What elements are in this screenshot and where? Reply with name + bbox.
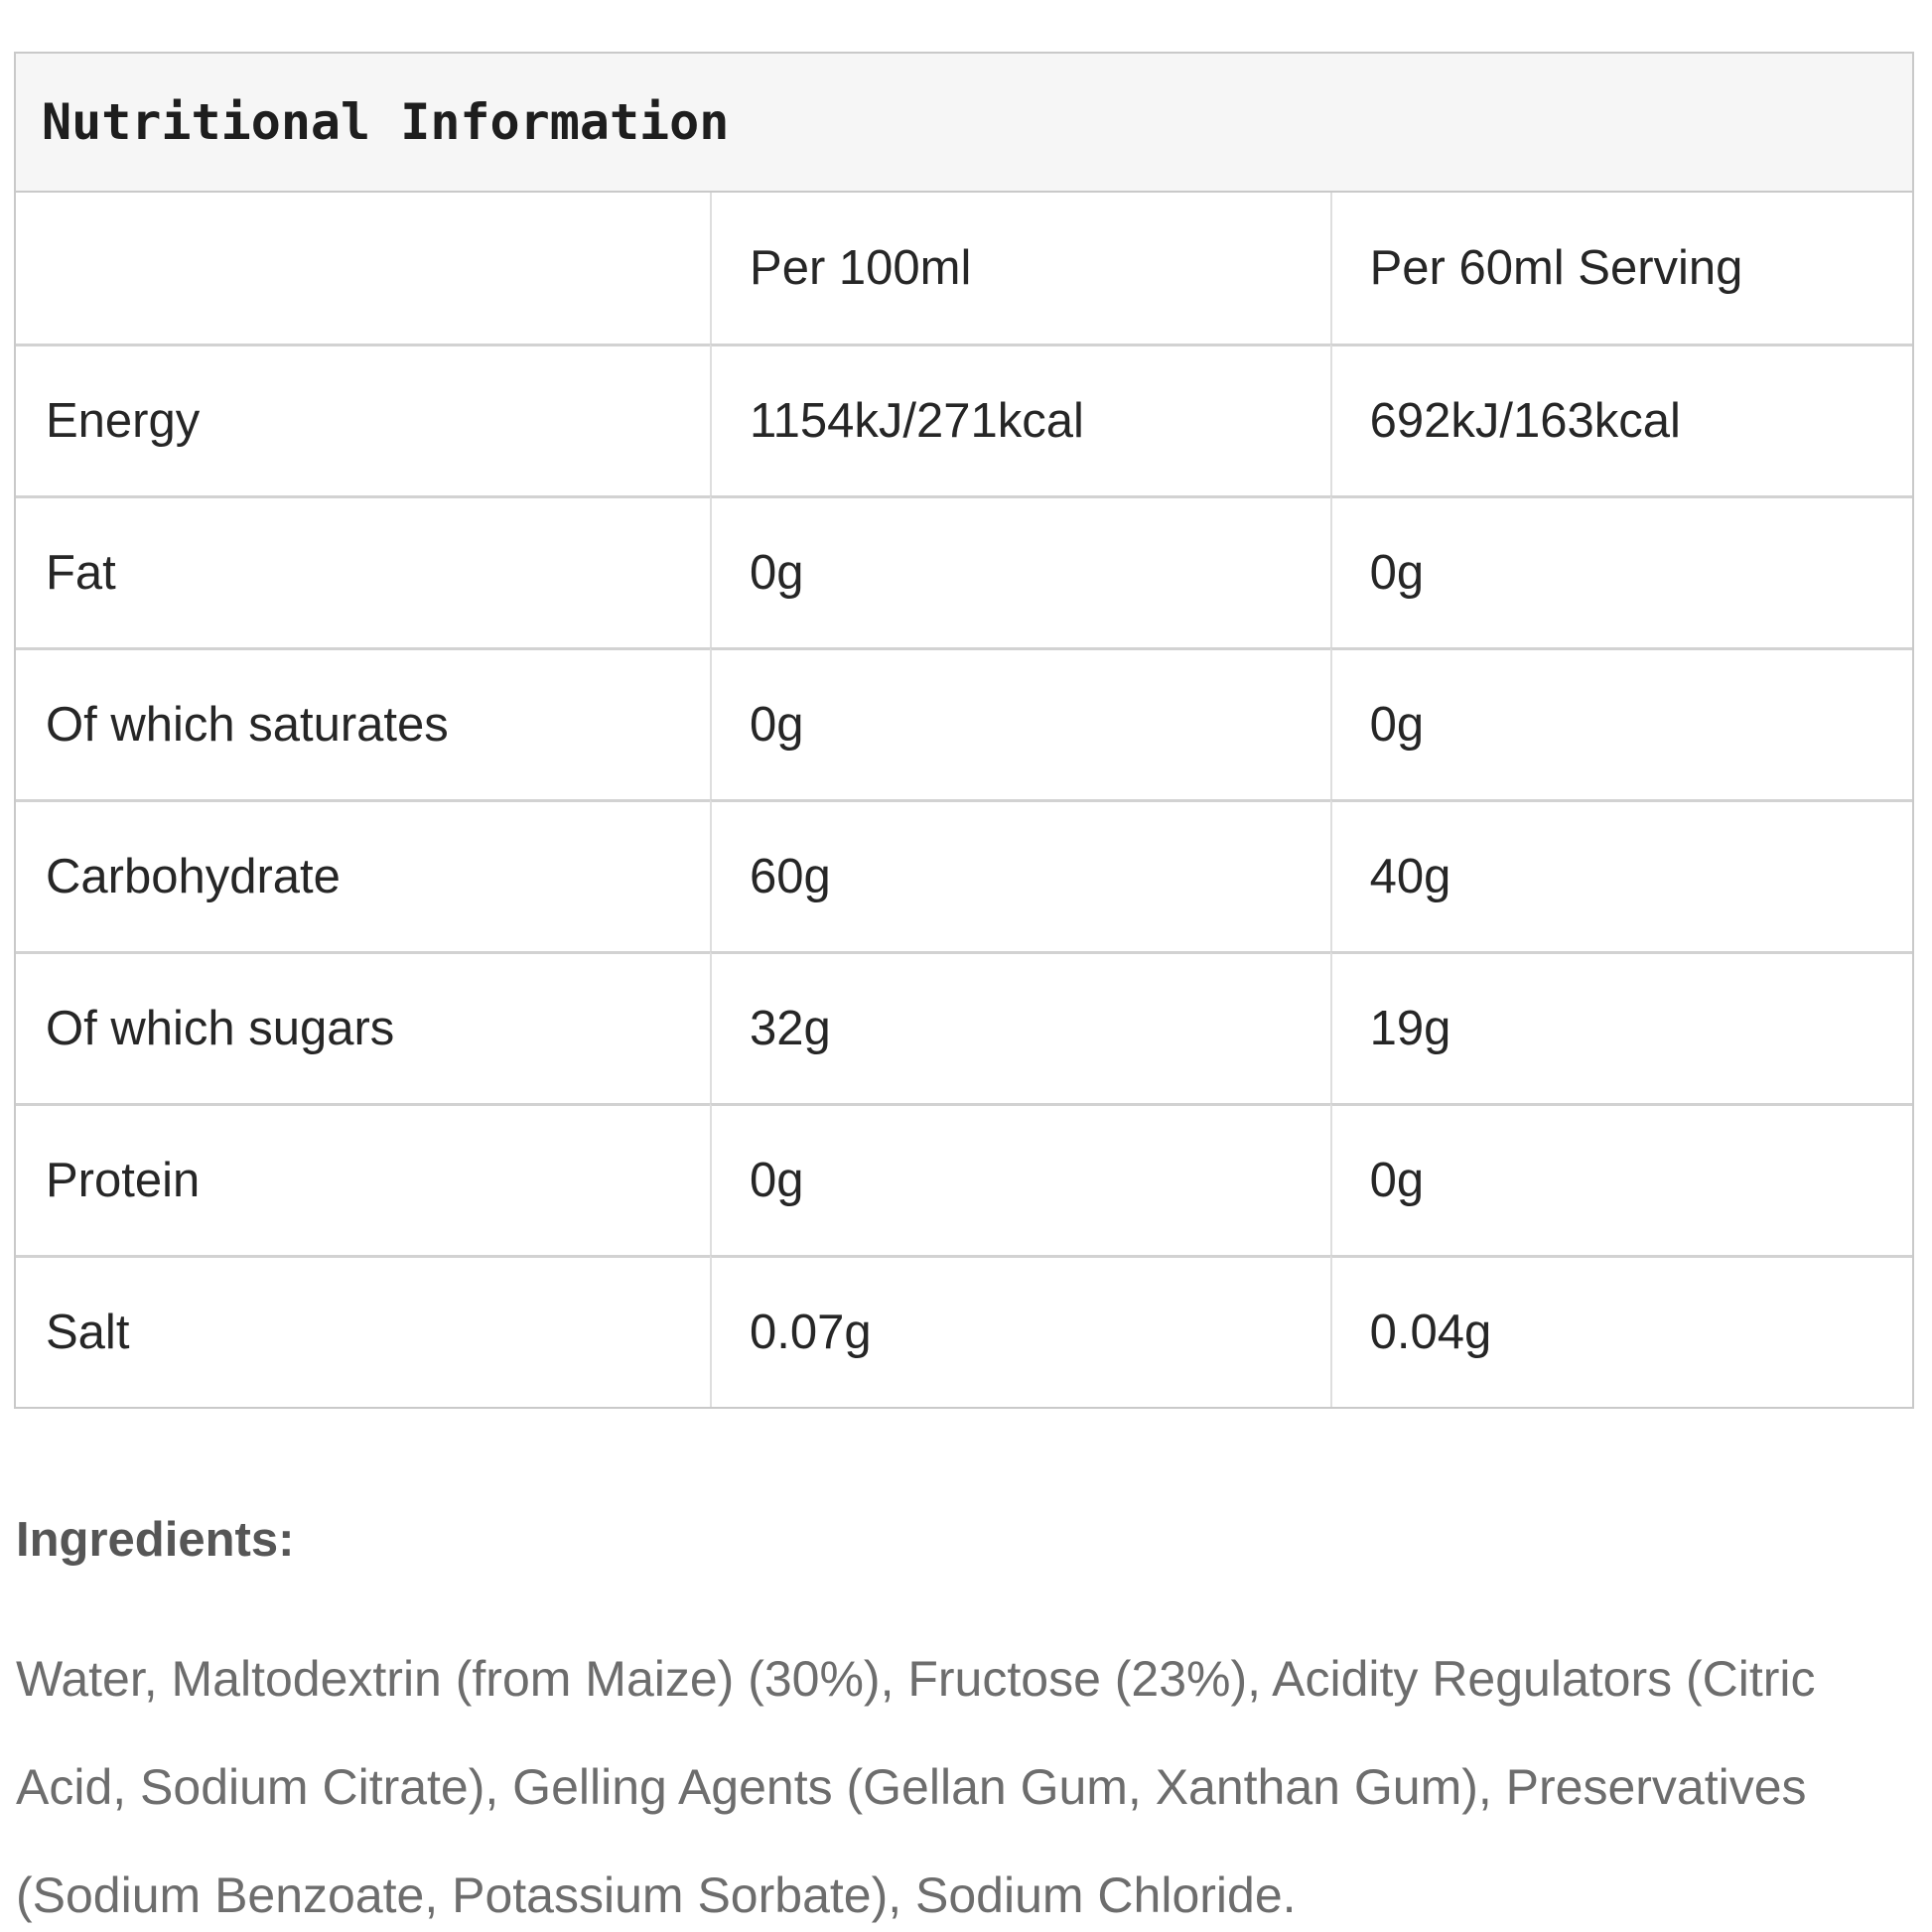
nutrition-panel-title: Nutritional Information <box>16 54 1912 193</box>
value-per-100ml: 0g <box>710 1103 1330 1255</box>
row-label: Fat <box>16 495 711 647</box>
value-per-100ml: 0g <box>710 647 1330 799</box>
row-label: Salt <box>16 1255 711 1407</box>
value-per-100ml: 0.07g <box>710 1255 1330 1407</box>
value-per-serving: 0g <box>1329 1103 1912 1255</box>
value-per-100ml: 1154kJ/271kcal <box>710 344 1330 495</box>
value-per-serving: 0g <box>1329 495 1912 647</box>
nutrition-panel: Nutritional Information Per 100ml Per 60… <box>14 52 1914 1409</box>
row-label: Of which sugars <box>16 951 711 1103</box>
ingredients-heading: Ingredients: <box>16 1513 295 1567</box>
row-label: Protein <box>16 1103 711 1255</box>
value-per-100ml: 0g <box>710 495 1330 647</box>
value-per-serving: 0g <box>1329 647 1912 799</box>
value-per-serving: 19g <box>1329 951 1912 1103</box>
value-per-serving: 40g <box>1329 799 1912 951</box>
row-label: Of which saturates <box>16 647 711 799</box>
column-header-per-100ml: Per 100ml <box>710 193 1330 344</box>
row-label: Carbohydrate <box>16 799 711 951</box>
value-per-100ml: 32g <box>710 951 1330 1103</box>
column-header-per-serving: Per 60ml Serving <box>1329 193 1912 344</box>
value-per-serving: 692kJ/163kcal <box>1329 344 1912 495</box>
row-label: Energy <box>16 344 711 495</box>
value-per-100ml: 60g <box>710 799 1330 951</box>
nutrition-table: Per 100ml Per 60ml Serving Energy 1154kJ… <box>16 193 1912 1407</box>
value-per-serving: 0.04g <box>1329 1255 1912 1407</box>
column-header-blank <box>16 193 711 344</box>
ingredients-text: Water, Maltodextrin (from Maize) (30%), … <box>16 1651 1816 1923</box>
